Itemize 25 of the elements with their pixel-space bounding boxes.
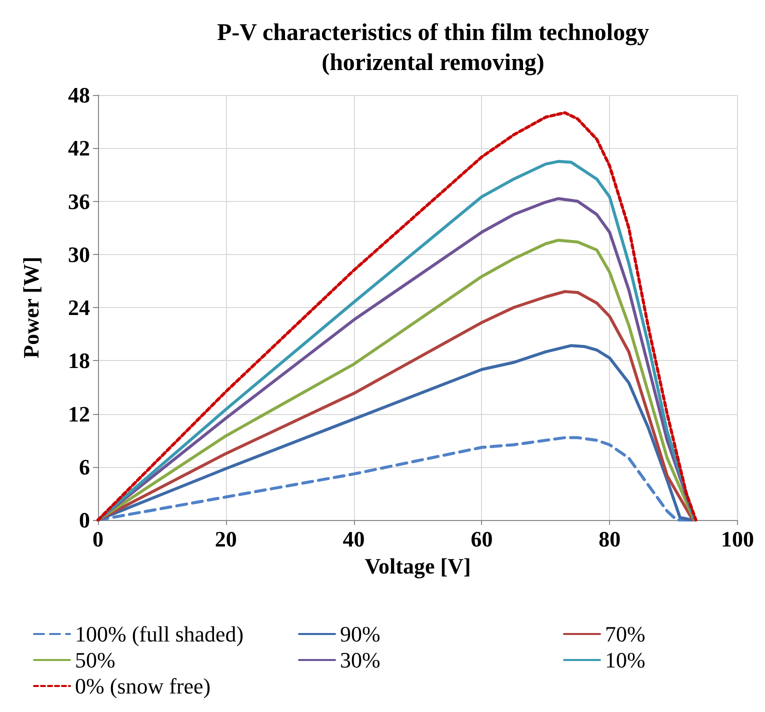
legend-label: 30% [340,648,380,672]
x-tick-label: 60 [470,526,493,552]
legend-label: 10% [605,648,646,672]
chart-title: P-V characteristics of thin film technology (horizental removing) [216,20,650,76]
line-series [96,290,694,522]
y-tick-label: 42 [68,136,90,161]
x-axis-title: Voltage [V] [364,553,471,578]
x-tick-label: 100 [721,526,754,552]
y-tick-label: 12 [68,401,90,426]
y-tick-label: 0 [79,508,90,532]
x-tick-label: 80 [598,526,621,552]
legend-label: 0% (snow free) [75,674,211,698]
legend-label: 100% (full shaded) [75,622,244,646]
legend-label: 70% [605,622,646,646]
y-axis-title: Power [W] [18,256,44,358]
x-tick-label: 20 [214,526,237,552]
y-tick-label: 24 [68,295,90,320]
y-tick-label: 36 [68,188,90,214]
legend-label: 50% [75,648,116,672]
legend-label: 90% [340,622,380,646]
x-tick-label: 40 [342,526,365,552]
y-tick-label: 30 [68,242,90,267]
y-tick-label: 18 [68,348,90,374]
y-tick-label: 6 [79,454,90,480]
y-tick-label: 48 [68,82,90,108]
